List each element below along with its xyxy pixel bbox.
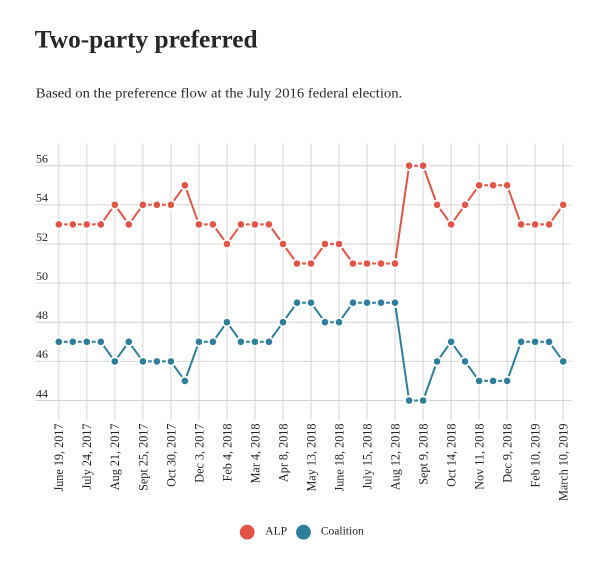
svg-text:Nov 11, 2018: Nov 11, 2018 [473, 424, 487, 490]
svg-text:44: 44 [36, 386, 48, 400]
svg-text:Oct 30, 2017: Oct 30, 2017 [164, 424, 178, 487]
svg-text:Oct 14, 2018: Oct 14, 2018 [444, 424, 458, 487]
svg-text:Based on the preference flow a: Based on the preference flow at the July… [36, 85, 402, 100]
svg-text:June 19, 2017: June 19, 2017 [52, 424, 66, 492]
svg-text:June 18, 2018: June 18, 2018 [332, 424, 346, 492]
svg-text:52: 52 [36, 230, 48, 244]
svg-text:Aug 12, 2018: Aug 12, 2018 [388, 424, 402, 491]
svg-text:Sept 9, 2018: Sept 9, 2018 [416, 424, 430, 485]
svg-text:48: 48 [36, 308, 48, 322]
svg-text:July 15, 2018: July 15, 2018 [360, 424, 374, 490]
svg-text:Apr 8, 2018: Apr 8, 2018 [276, 424, 290, 483]
svg-text:July 24, 2017: July 24, 2017 [80, 424, 94, 490]
svg-text:ALP: ALP [265, 526, 287, 538]
svg-text:46: 46 [36, 347, 48, 361]
svg-text:56: 56 [36, 152, 48, 166]
svg-text:Aug 21, 2017: Aug 21, 2017 [108, 424, 122, 491]
svg-text:Coalition: Coalition [321, 526, 364, 538]
svg-text:March 10, 2019: March 10, 2019 [557, 424, 571, 502]
svg-text:Dec 3, 2017: Dec 3, 2017 [192, 424, 206, 483]
svg-text:Feb 10, 2019: Feb 10, 2019 [529, 424, 543, 488]
svg-text:May 13, 2018: May 13, 2018 [304, 424, 318, 492]
svg-text:Two-party preferred: Two-party preferred [35, 25, 258, 54]
svg-text:Feb 4, 2018: Feb 4, 2018 [220, 424, 234, 482]
svg-text:54: 54 [36, 191, 48, 205]
svg-text:Dec 9, 2018: Dec 9, 2018 [501, 424, 515, 483]
svg-text:Mar 4, 2018: Mar 4, 2018 [248, 424, 262, 484]
svg-text:50: 50 [36, 269, 48, 283]
svg-text:Sept 25, 2017: Sept 25, 2017 [136, 424, 150, 491]
